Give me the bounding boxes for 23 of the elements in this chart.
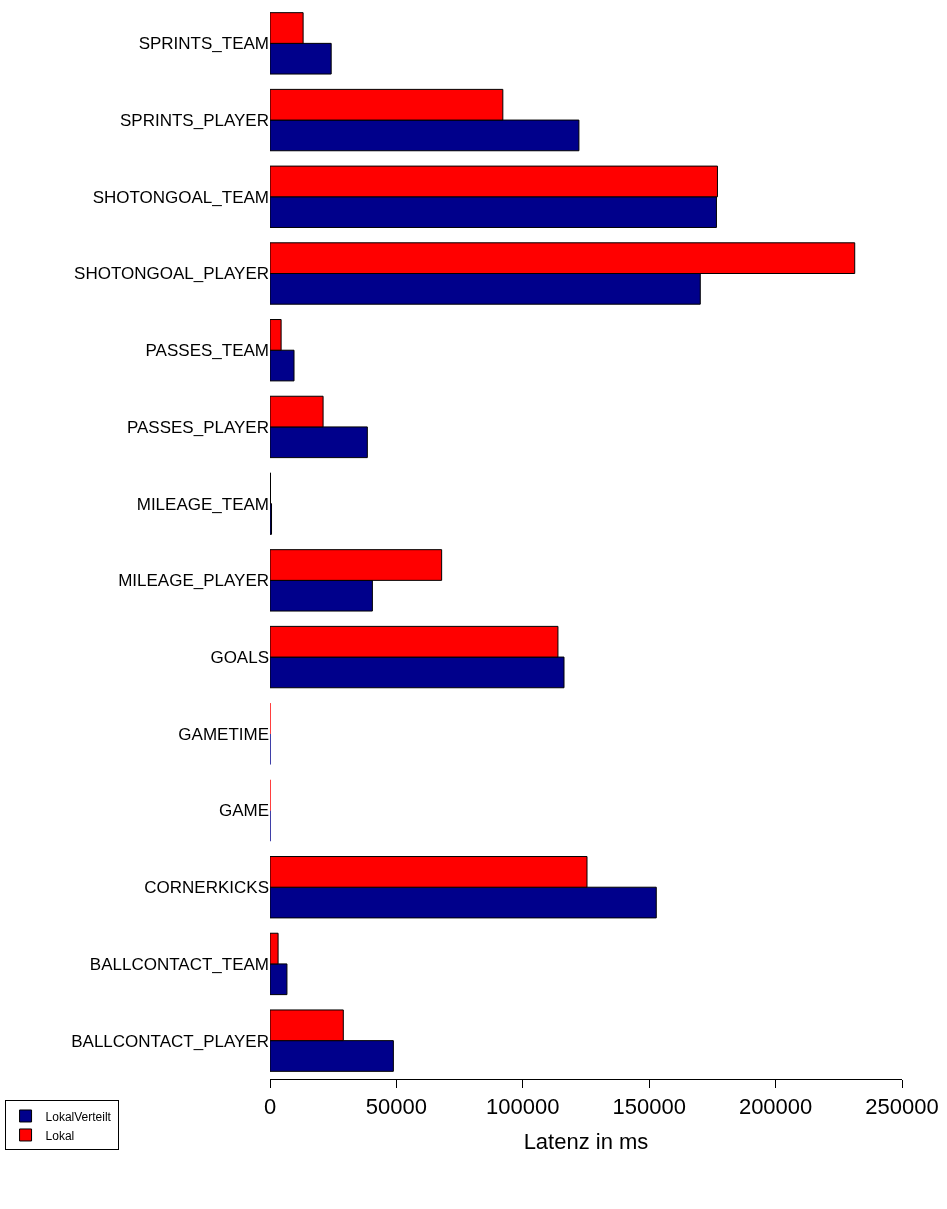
legend-label: Lokal	[45, 1128, 75, 1143]
y-tick-label: PASSES_PLAYER	[126, 417, 269, 437]
x-tick-label: 0	[263, 1094, 277, 1120]
y-tick-label: SPRINTS_TEAM	[138, 34, 269, 54]
y-tick-label: PASSES_TEAM	[145, 341, 269, 361]
y-tick-label: BALLCONTACT_TEAM	[89, 954, 269, 974]
x-tick-label: 150000	[612, 1094, 686, 1120]
y-tick-label: GAMETIME	[178, 724, 269, 744]
x-tick-label: 250000	[865, 1094, 939, 1120]
y-tick-label: CORNERKICKS	[144, 878, 269, 898]
y-tick-label: SHOTONGOAL_TEAM	[92, 187, 269, 207]
legend-label: LokalVerteilt	[45, 1109, 112, 1124]
x-tick-label: 100000	[486, 1094, 560, 1120]
x-tick-label: 50000	[365, 1094, 427, 1120]
y-tick-label: GAME	[218, 801, 269, 821]
y-tick-label: SPRINTS_PLAYER	[120, 111, 269, 131]
x-axis-title: Latenz in ms	[523, 1129, 649, 1155]
y-tick-label: SHOTONGOAL_PLAYER	[74, 264, 269, 284]
y-tick-label: MILEAGE_TEAM	[136, 494, 269, 514]
y-tick-label: BALLCONTACT_PLAYER	[71, 1031, 269, 1051]
y-tick-label: MILEAGE_PLAYER	[118, 571, 269, 591]
y-tick-label: GOALS	[210, 648, 269, 668]
x-tick-label: 200000	[738, 1094, 813, 1120]
